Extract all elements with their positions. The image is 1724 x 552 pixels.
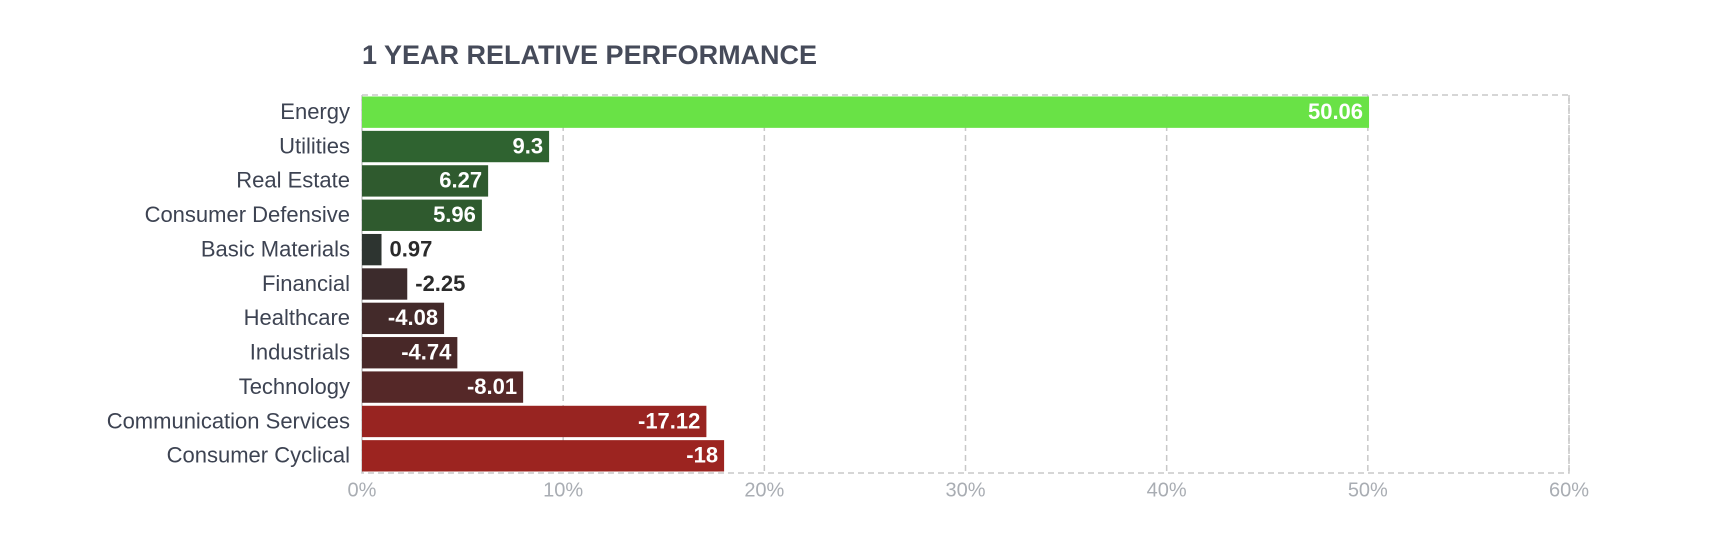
- value-label: -18: [686, 443, 718, 468]
- value-label: 0.97: [390, 236, 433, 261]
- value-label: -17.12: [638, 408, 700, 433]
- y-tick-label: Healthcare: [244, 305, 350, 330]
- value-label: -8.01: [467, 374, 517, 399]
- bar: [362, 130, 550, 163]
- x-tick-label: 0%: [348, 479, 377, 501]
- value-label: 9.3: [512, 133, 543, 158]
- x-tick-label: 30%: [945, 479, 985, 501]
- value-label: 6.27: [439, 168, 482, 193]
- bar: [362, 337, 458, 369]
- y-tick-label: Financial: [262, 271, 350, 296]
- value-label: 5.96: [433, 202, 476, 227]
- x-tick-label: 40%: [1147, 479, 1187, 501]
- bar: [362, 371, 524, 403]
- x-tick-label: 50%: [1348, 479, 1388, 501]
- y-tick-label: Industrials: [250, 340, 350, 365]
- x-tick-label: 60%: [1549, 479, 1589, 501]
- value-label: -2.25: [415, 271, 465, 296]
- x-tick-label: 10%: [543, 479, 583, 501]
- value-label: 50.06: [1308, 99, 1363, 124]
- value-label: -4.08: [388, 305, 438, 330]
- bar: [362, 302, 445, 335]
- y-tick-label: Utilities: [279, 133, 350, 158]
- x-tick-label: 20%: [744, 479, 784, 501]
- chart-title: 1 YEAR RELATIVE PERFORMANCE: [362, 40, 817, 70]
- bar: [362, 96, 1370, 128]
- y-tick-label: Energy: [280, 99, 350, 124]
- y-tick-label: Consumer Cyclical: [167, 443, 350, 468]
- bar: [362, 199, 482, 231]
- bar: [362, 233, 382, 266]
- bar: [362, 268, 408, 300]
- y-tick-label: Consumer Defensive: [145, 202, 350, 227]
- bar: [362, 165, 489, 197]
- value-label: -4.74: [401, 340, 452, 365]
- y-tick-label: Basic Materials: [201, 236, 350, 261]
- y-tick-label: Technology: [239, 374, 350, 399]
- bar: [362, 405, 707, 438]
- y-tick-label: Communication Services: [107, 408, 350, 433]
- y-tick-label: Real Estate: [236, 168, 350, 193]
- bar: [362, 440, 725, 472]
